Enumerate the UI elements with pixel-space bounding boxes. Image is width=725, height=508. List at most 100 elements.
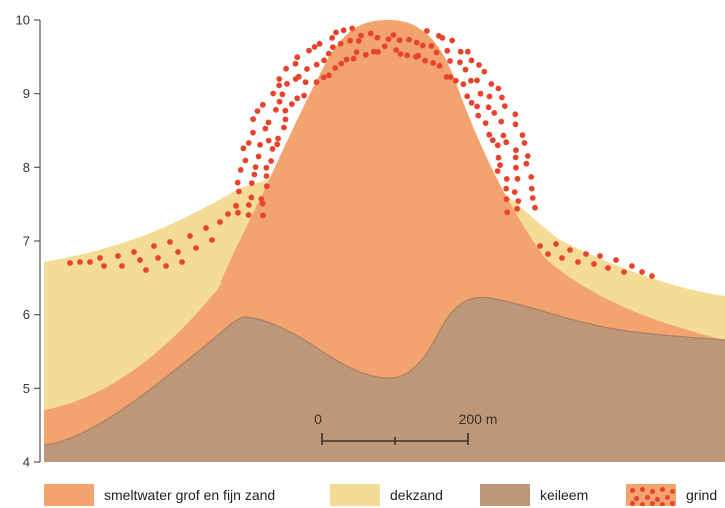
- grind-dot: [453, 77, 459, 84]
- grind-dot: [532, 204, 538, 211]
- grind-dot: [270, 90, 277, 97]
- grind-dot: [233, 203, 239, 209]
- grind-dot: [294, 54, 301, 61]
- grind-dot: [474, 103, 480, 110]
- grind-swatch-dot: [630, 501, 635, 506]
- grind-dot: [295, 73, 302, 80]
- grind-dot: [304, 66, 310, 72]
- grind-dot: [257, 141, 263, 148]
- legend-label-keileem: keileem: [540, 487, 589, 503]
- brown-swatch-icon: [480, 484, 530, 506]
- grind-dot: [209, 237, 215, 243]
- grind-dot: [292, 60, 299, 67]
- y-tick-label: 4: [23, 455, 30, 470]
- grind-dot: [254, 108, 261, 114]
- grind-dot: [284, 80, 290, 87]
- grind-dot: [439, 35, 446, 41]
- grind-dot: [413, 39, 420, 46]
- grind-dot: [444, 47, 451, 54]
- grind-dot: [217, 219, 223, 225]
- grind-dot: [137, 257, 143, 263]
- grind-dot: [537, 243, 543, 249]
- grind-dot: [67, 260, 73, 266]
- grind-dot: [263, 164, 270, 171]
- grind-dot: [337, 40, 344, 47]
- grind-dot: [248, 194, 255, 201]
- legend-label-grind: grind: [686, 487, 718, 503]
- grind-dot: [436, 62, 443, 69]
- grind-swatch-dot: [650, 489, 655, 494]
- legend: smeltwater grof en fijn zand dekzand kei…: [0, 482, 725, 508]
- grind-dot: [385, 36, 392, 43]
- grind-dot: [415, 52, 422, 59]
- grind-dot: [422, 57, 428, 64]
- grind-dot: [447, 58, 453, 64]
- grind-dot: [495, 85, 502, 92]
- grind-dot: [275, 135, 281, 142]
- grind-dot: [313, 79, 320, 85]
- grind-dot: [430, 60, 436, 66]
- grind-dot: [497, 162, 503, 169]
- grind-dot: [242, 157, 249, 164]
- grind-dot: [447, 74, 454, 80]
- grind-dot: [468, 77, 474, 84]
- grind-dot: [325, 50, 332, 57]
- grind-dot: [503, 176, 510, 182]
- grind-dot: [489, 137, 496, 144]
- grind-dot: [433, 49, 440, 56]
- scale-bar-start-label: 0: [314, 411, 322, 427]
- grind-dot: [237, 167, 244, 173]
- grind-dot: [498, 118, 505, 125]
- grind-dot: [264, 183, 270, 190]
- grind-dot: [374, 34, 381, 41]
- grind-dot: [333, 29, 339, 36]
- grind-dot: [460, 81, 467, 88]
- grind-dot: [523, 160, 530, 167]
- grind-dot: [428, 43, 435, 49]
- grind-dot: [512, 121, 519, 128]
- grind-dot: [274, 141, 281, 148]
- grind-dot: [77, 259, 83, 265]
- grind-dot: [515, 198, 522, 205]
- grind-dot: [404, 52, 410, 59]
- grind-dot: [477, 90, 484, 97]
- scale-bar: 0 200 m: [314, 411, 497, 445]
- legend-label-smeltwater: smeltwater grof en fijn zand: [104, 487, 276, 503]
- grind-dot: [495, 154, 502, 161]
- grind-dot: [629, 263, 635, 269]
- grind-dot: [250, 116, 256, 123]
- grind-dot: [474, 77, 480, 84]
- orange-swatch-icon: [44, 484, 94, 506]
- grind-swatch-dot: [665, 495, 670, 500]
- scale-bar-end-label: 200 m: [459, 411, 498, 427]
- grind-dot: [260, 101, 266, 108]
- grind-dot: [503, 196, 510, 203]
- grind-dot: [512, 111, 519, 118]
- grind-dot: [529, 195, 536, 201]
- y-tick-label: 10: [16, 13, 30, 28]
- grind-dot: [340, 27, 347, 34]
- grind-swatch-dot: [650, 501, 655, 506]
- grind-dot: [499, 94, 505, 101]
- grind-dot: [332, 65, 339, 71]
- y-tick-label: 7: [23, 234, 30, 249]
- grind-dot: [486, 93, 493, 100]
- grind-dot: [494, 168, 501, 175]
- grind-dot: [511, 189, 518, 196]
- grind-dot: [494, 142, 501, 149]
- grind-dot: [288, 101, 295, 107]
- grind-dot: [381, 43, 388, 50]
- grind-dot: [482, 120, 489, 126]
- grind-dot: [468, 99, 475, 106]
- grind-dot: [491, 110, 498, 116]
- grind-dot: [488, 81, 495, 87]
- grind-dot: [358, 32, 364, 39]
- grind-dot: [263, 173, 270, 180]
- grind-dot: [193, 245, 199, 251]
- grind-dot: [251, 171, 258, 178]
- grind-dot: [503, 185, 510, 192]
- grind-dot: [167, 239, 173, 245]
- legend-label-dekzand: dekzand: [390, 487, 443, 503]
- grind-dot: [449, 37, 456, 44]
- grind-dot: [485, 104, 492, 111]
